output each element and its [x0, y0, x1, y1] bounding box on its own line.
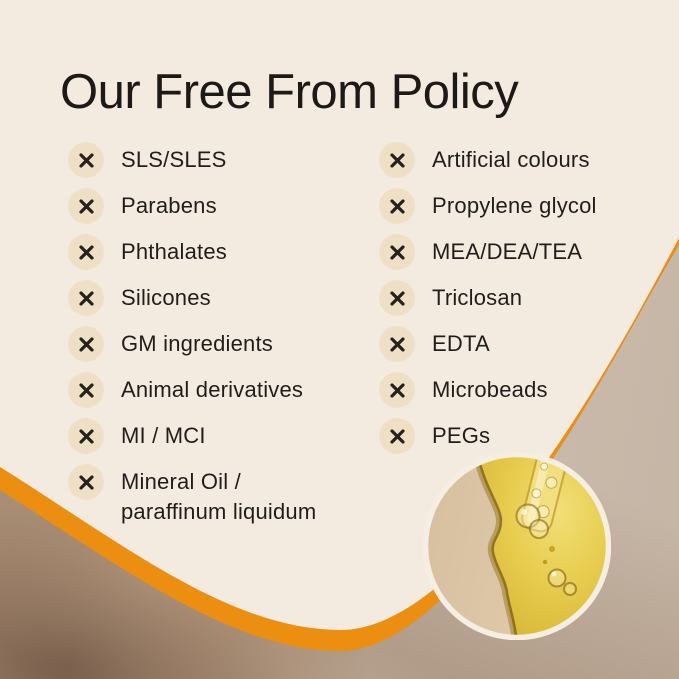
policy-item-label: Triclosan	[432, 285, 523, 310]
cross-icon	[68, 326, 104, 362]
page-title: Our Free From Policy	[60, 65, 519, 119]
policy-item-label: Microbeads	[432, 377, 548, 402]
bubble-highlight	[521, 509, 527, 515]
policy-item-label: Parabens	[121, 193, 217, 218]
policy-item-label: Mineral Oil / paraffinum liquidum	[121, 469, 317, 524]
policy-item-row: GM ingredients	[68, 326, 316, 362]
cross-icon	[379, 326, 415, 362]
cross-icon	[379, 418, 415, 454]
policy-item-row: Propylene glycol	[379, 188, 597, 224]
cross-icon	[68, 464, 104, 500]
policy-item-label: Artificial colours	[432, 147, 590, 172]
oil-pool	[475, 457, 606, 635]
policy-item-row: Artificial colours	[379, 142, 597, 178]
policy-list-left: SLS/SLES Parabens Phthalates	[68, 142, 316, 537]
bubble-highlight	[551, 571, 557, 577]
policy-item-row: Microbeads	[379, 372, 597, 408]
cross-icon	[379, 188, 415, 224]
policy-item-label: Animal derivatives	[121, 377, 304, 402]
cross-icon	[68, 372, 104, 408]
bubble	[547, 568, 567, 588]
oil-edge-line	[475, 457, 519, 635]
policy-item-label: GM ingredients	[121, 331, 273, 356]
policy-item-label: EDTA	[432, 331, 490, 356]
oil-pipette-photo	[423, 452, 611, 640]
cross-icon	[379, 234, 415, 270]
policy-item-label: MI / MCI	[121, 423, 206, 448]
policy-item-label: Silicones	[121, 285, 211, 310]
policy-item-row: Phthalates	[68, 234, 316, 270]
policy-item-label: MEA/DEA/TEA	[432, 239, 583, 264]
policy-item-row: EDTA	[379, 326, 597, 362]
cross-icon	[68, 280, 104, 316]
cross-icon	[379, 372, 415, 408]
photo-ring-stroke	[423, 452, 611, 640]
policy-item-row: PEGs	[379, 418, 597, 454]
policy-item-row: MI / MCI	[68, 418, 316, 454]
policy-item-label: Phthalates	[121, 239, 227, 264]
policy-item-row: Mineral Oil / paraffinum liquidum	[68, 464, 316, 527]
policy-item-row: MEA/DEA/TEA	[379, 234, 597, 270]
bubble	[542, 559, 548, 565]
policy-item-label: SLS/SLES	[121, 147, 227, 172]
cross-icon	[68, 142, 104, 178]
policy-item-label: Propylene glycol	[432, 193, 597, 218]
policy-item-row: Triclosan	[379, 280, 597, 316]
bubble	[563, 582, 577, 596]
policy-item-row: Silicones	[68, 280, 316, 316]
bubble	[549, 546, 555, 552]
cross-icon	[68, 188, 104, 224]
cross-icon	[379, 280, 415, 316]
policy-list-right: Artificial colours Propylene glycol MEA/	[379, 142, 597, 464]
bubble	[529, 519, 549, 539]
policy-item-row: Parabens	[68, 188, 316, 224]
oil-edge-shadow	[472, 457, 518, 635]
cross-icon	[379, 142, 415, 178]
cross-icon	[68, 418, 104, 454]
cross-icon	[68, 234, 104, 270]
policy-item-row: Animal derivatives	[68, 372, 316, 408]
policy-item-label: PEGs	[432, 423, 491, 448]
policy-item-row: SLS/SLES	[68, 142, 316, 178]
